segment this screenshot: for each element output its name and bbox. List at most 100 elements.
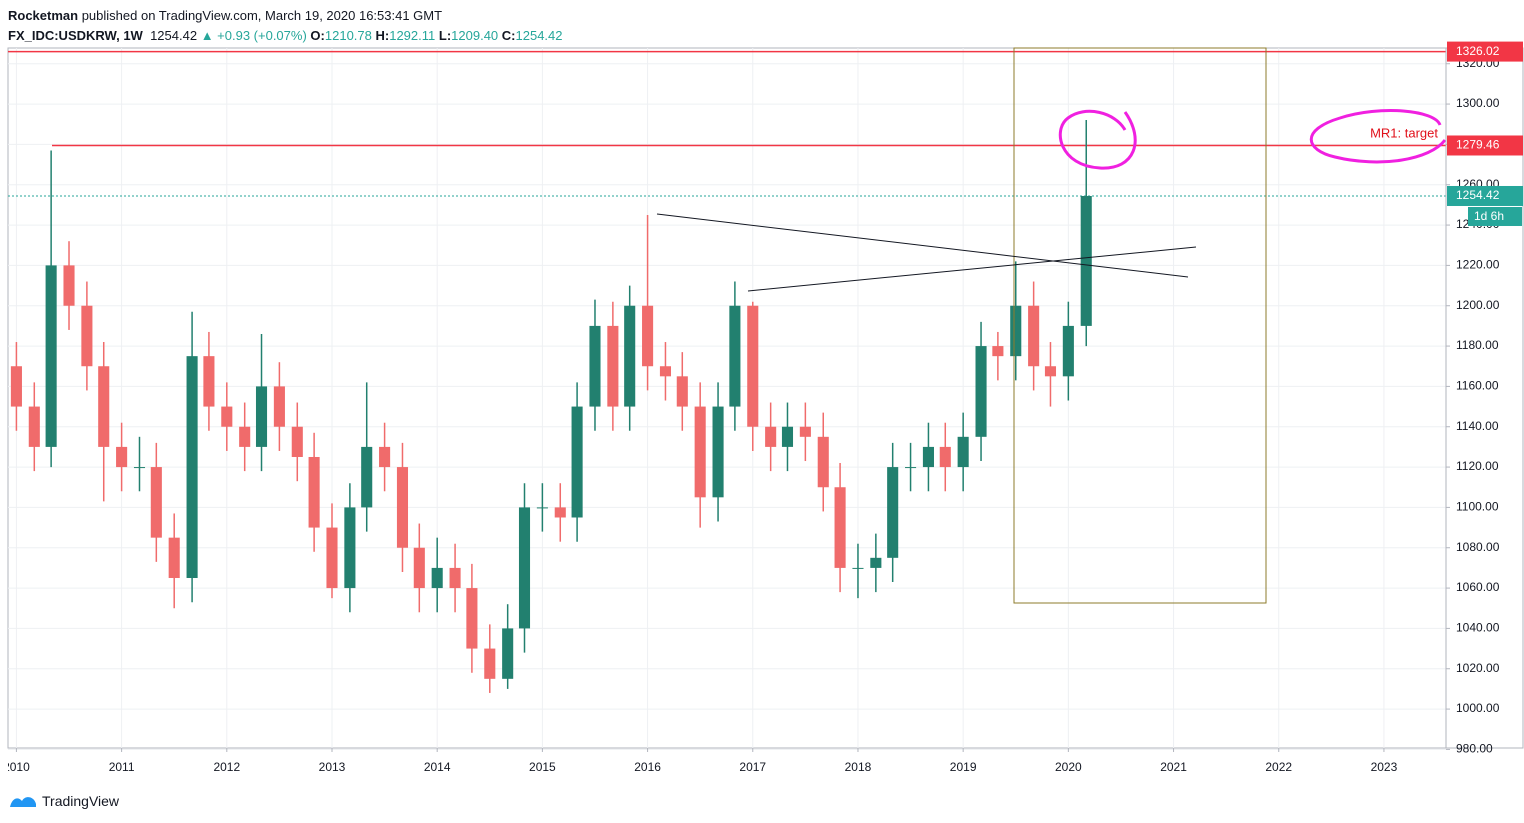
x-tick-label: 2010 bbox=[3, 760, 30, 774]
ohlc-key: C: bbox=[501, 28, 516, 43]
y-tick-label: 1000.00 bbox=[1456, 701, 1500, 715]
candle-body bbox=[186, 356, 198, 578]
x-tick-label: 2014 bbox=[424, 760, 451, 774]
candle-body bbox=[870, 557, 882, 568]
countdown-tag bbox=[1468, 206, 1522, 226]
candle-body bbox=[781, 426, 794, 447]
candle-body bbox=[466, 588, 478, 649]
candle-body bbox=[291, 426, 303, 457]
candle-body bbox=[975, 346, 987, 437]
logo bbox=[10, 797, 36, 807]
candle-body bbox=[729, 305, 741, 407]
candle-body bbox=[502, 628, 514, 679]
footer: TradingView bbox=[8, 792, 119, 810]
candle-body bbox=[922, 446, 934, 468]
candle-body bbox=[852, 567, 864, 569]
candle-body bbox=[765, 426, 777, 447]
candle-body bbox=[676, 376, 688, 407]
x-tick-label: 2017 bbox=[739, 760, 766, 774]
published: published on TradingView.com, March 19, … bbox=[81, 8, 443, 23]
price-tag bbox=[1447, 135, 1523, 156]
candle-body bbox=[694, 406, 706, 498]
candle-body bbox=[712, 406, 724, 498]
highlight-circle bbox=[1058, 109, 1137, 170]
brand: TradingView bbox=[42, 793, 120, 809]
x-tick-label: 2020 bbox=[1055, 760, 1082, 774]
candle-body bbox=[239, 426, 251, 447]
candle-body bbox=[571, 406, 583, 518]
y-tick-label: 1080.00 bbox=[1456, 540, 1500, 554]
candle-body bbox=[1028, 305, 1040, 367]
ohlc-value: 1209.40 bbox=[451, 28, 499, 43]
price-axis bbox=[1445, 47, 1524, 749]
candle-body bbox=[607, 325, 619, 407]
candle-body bbox=[642, 305, 654, 367]
x-tick-label: 2015 bbox=[529, 760, 556, 774]
candle-body bbox=[45, 265, 57, 447]
candle-body bbox=[168, 537, 180, 578]
symbol: FX_IDC:USDKRW, 1W bbox=[8, 28, 143, 43]
candle-body bbox=[449, 567, 461, 589]
candle-body bbox=[659, 366, 672, 377]
candle-body bbox=[379, 446, 391, 468]
candle-body bbox=[1080, 195, 1092, 326]
x-tick-label: 2021 bbox=[1160, 760, 1187, 774]
x-tick-label: 2011 bbox=[109, 760, 135, 774]
ohlc-key: O: bbox=[310, 28, 325, 43]
x-tick-label: 2023 bbox=[1371, 760, 1398, 774]
annotation: MR1: target bbox=[1370, 125, 1438, 140]
chart: MR1: target 2010 2011 2012 2013 2014 2015 2016… bbox=[3, 41, 1524, 774]
candle-body bbox=[10, 366, 22, 407]
candle-body bbox=[939, 446, 951, 468]
last-price: 1254.42 bbox=[150, 28, 198, 43]
y-tick-label: 1020.00 bbox=[1456, 661, 1500, 675]
price-tag bbox=[1447, 41, 1523, 62]
highlight-circle bbox=[1309, 109, 1447, 164]
candle-body bbox=[518, 507, 531, 629]
header: Rocketman published on TradingView.com, … bbox=[8, 6, 563, 46]
candle-body bbox=[203, 356, 215, 407]
candle-body bbox=[554, 507, 566, 518]
trend-line bbox=[747, 246, 1197, 292]
y-tick-label: 1180.00 bbox=[1456, 338, 1499, 352]
candle-body bbox=[536, 507, 548, 509]
x-tick-label: 2013 bbox=[319, 760, 346, 774]
candle-body bbox=[308, 456, 320, 528]
y-tick-label: 1100.00 bbox=[1456, 500, 1499, 514]
candle-body bbox=[1044, 366, 1057, 377]
candle-body bbox=[905, 467, 917, 469]
ohlc-value: 1292.11 bbox=[389, 28, 436, 43]
x-tick-label: 2018 bbox=[845, 760, 872, 774]
candle-body bbox=[221, 406, 233, 427]
y-tick-label: 1300.00 bbox=[1456, 96, 1500, 110]
candle-body bbox=[28, 406, 40, 447]
candle-body bbox=[81, 305, 93, 367]
candle-body bbox=[133, 467, 146, 469]
y-tick-label: 980.00 bbox=[1456, 742, 1493, 756]
y-tick-label: 1160.00 bbox=[1456, 379, 1499, 393]
candle-body bbox=[150, 467, 162, 538]
candle-body bbox=[747, 305, 759, 427]
candle-body bbox=[413, 547, 425, 589]
trend-line bbox=[656, 213, 1189, 278]
candle-body bbox=[344, 507, 356, 589]
x-tick-label: 2016 bbox=[634, 760, 661, 774]
candle-body bbox=[116, 446, 128, 468]
y-tick-label: 1040.00 bbox=[1456, 621, 1500, 635]
price-tag-label: 1279.46 bbox=[1456, 138, 1500, 152]
candle-body bbox=[1010, 305, 1022, 357]
candle-body bbox=[361, 446, 373, 508]
header-line: Rocketman published on TradingView.com, … bbox=[8, 6, 563, 26]
ohlc-value: 1254.42 bbox=[515, 28, 563, 43]
price-tag-label: 1326.02 bbox=[1456, 44, 1500, 58]
price-tag bbox=[1447, 185, 1523, 206]
candle-body bbox=[624, 305, 636, 407]
y-tick-label: 1220.00 bbox=[1456, 258, 1500, 272]
candle-body bbox=[957, 436, 969, 468]
author: Rocketman bbox=[8, 8, 79, 23]
candle-body bbox=[834, 487, 846, 568]
candle-body bbox=[326, 527, 338, 589]
candle-body bbox=[273, 386, 285, 427]
x-tick-label: 2019 bbox=[950, 760, 977, 774]
